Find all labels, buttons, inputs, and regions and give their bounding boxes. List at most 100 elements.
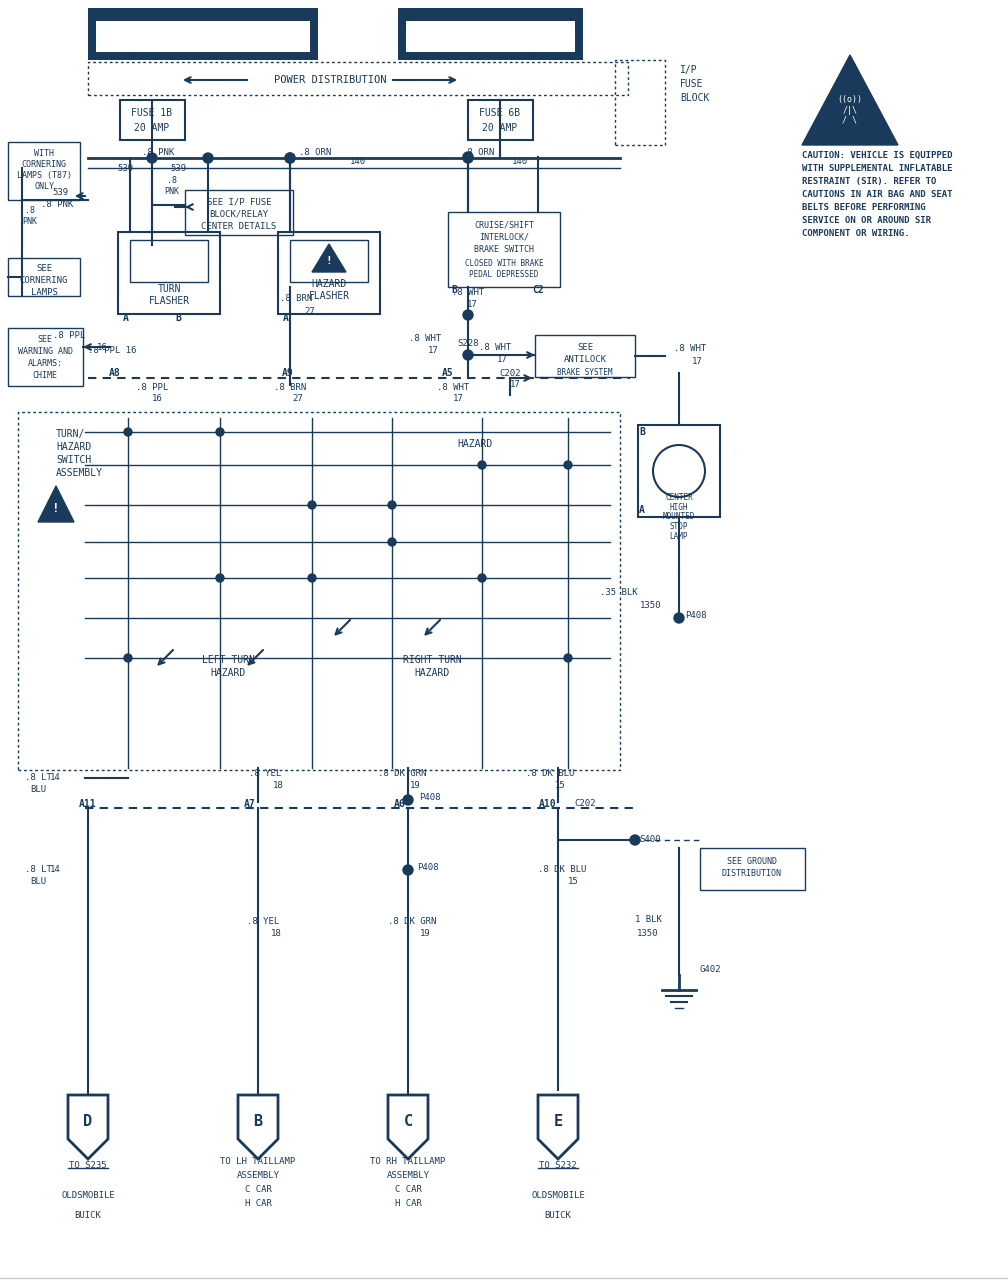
Text: .8 PNK: .8 PNK — [41, 200, 74, 209]
Circle shape — [124, 428, 132, 436]
Text: A11: A11 — [80, 799, 97, 809]
Text: .8 WHT: .8 WHT — [409, 333, 442, 342]
Text: A7: A7 — [244, 799, 256, 809]
Bar — [88, 15, 318, 21]
Text: HAZARD: HAZARD — [458, 438, 493, 449]
Text: HOT IN RUN, BULB TEST OR START: HOT IN RUN, BULB TEST OR START — [102, 33, 304, 44]
Text: C CAR: C CAR — [245, 1186, 271, 1195]
Text: B: B — [253, 1114, 262, 1128]
Text: SEE: SEE — [36, 264, 52, 273]
Bar — [310, 8, 318, 60]
Text: S228: S228 — [458, 338, 479, 347]
Bar — [398, 53, 583, 60]
Polygon shape — [38, 486, 74, 522]
Circle shape — [147, 153, 157, 163]
Polygon shape — [238, 1095, 278, 1159]
Text: 17: 17 — [691, 356, 703, 365]
Text: SWITCH: SWITCH — [56, 455, 92, 465]
Text: BRAKE SWITCH: BRAKE SWITCH — [474, 245, 534, 254]
Text: B: B — [639, 427, 645, 437]
Text: FUSE 1B: FUSE 1B — [131, 108, 172, 118]
Bar — [468, 100, 533, 140]
Text: .8 ORN: .8 ORN — [299, 147, 331, 156]
Circle shape — [308, 574, 316, 582]
Text: 140: 140 — [350, 156, 366, 165]
Bar — [398, 8, 406, 60]
Text: HAZARD: HAZARD — [56, 442, 92, 453]
Text: C CAR: C CAR — [394, 1186, 421, 1195]
Circle shape — [403, 795, 413, 805]
Text: I/P: I/P — [680, 65, 698, 76]
Text: LAMPS: LAMPS — [30, 287, 57, 296]
Circle shape — [463, 153, 473, 162]
Text: B: B — [175, 313, 181, 323]
Bar — [8, 258, 80, 296]
Bar — [700, 847, 805, 890]
Text: MOUNTED: MOUNTED — [663, 512, 696, 520]
Text: 539: 539 — [170, 164, 186, 173]
Text: WARNING AND: WARNING AND — [17, 346, 73, 355]
Text: CRUISE/SHIFT: CRUISE/SHIFT — [474, 221, 534, 229]
Text: .8 WHT: .8 WHT — [436, 382, 469, 391]
Text: FUSE: FUSE — [680, 79, 704, 88]
Text: SEE GROUND: SEE GROUND — [727, 856, 777, 865]
Text: .8 LT: .8 LT — [24, 865, 51, 874]
Text: 20 AMP: 20 AMP — [134, 123, 169, 133]
Text: C: C — [403, 1114, 412, 1128]
Polygon shape — [68, 1095, 108, 1159]
Text: ASSEMBLY: ASSEMBLY — [237, 1172, 279, 1181]
Bar — [185, 190, 293, 235]
Polygon shape — [802, 55, 898, 145]
Text: ASSEMBLY: ASSEMBLY — [56, 468, 103, 478]
Text: 17: 17 — [467, 300, 478, 309]
Circle shape — [630, 835, 640, 845]
Text: ((o))
/|\
/ \: ((o)) /|\ / \ — [838, 95, 863, 124]
Circle shape — [216, 574, 224, 582]
Text: ASSEMBLY: ASSEMBLY — [386, 1172, 429, 1181]
Text: !: ! — [326, 256, 333, 265]
Text: 17: 17 — [453, 394, 464, 403]
Text: TO RH TAILLAMP: TO RH TAILLAMP — [370, 1158, 446, 1167]
Text: CHIME: CHIME — [32, 370, 57, 379]
Text: 539: 539 — [117, 164, 133, 173]
Circle shape — [403, 865, 413, 876]
Text: .8: .8 — [25, 205, 35, 214]
Circle shape — [463, 350, 473, 360]
Text: STOP: STOP — [669, 522, 688, 531]
Text: A6: A6 — [394, 799, 406, 809]
Bar — [575, 8, 583, 60]
Text: C202: C202 — [575, 799, 596, 808]
Text: 16: 16 — [97, 342, 108, 351]
Text: .8 LT: .8 LT — [24, 773, 51, 782]
Text: .8 PPL: .8 PPL — [136, 382, 168, 391]
Text: HAZARD: HAZARD — [211, 668, 246, 678]
Polygon shape — [388, 1095, 428, 1159]
Text: 17: 17 — [497, 355, 507, 364]
Bar — [535, 335, 635, 377]
Bar — [130, 240, 208, 282]
Text: P408: P408 — [417, 864, 438, 873]
Text: FUSE 6B: FUSE 6B — [480, 108, 520, 118]
Text: C2: C2 — [532, 285, 544, 295]
Text: ALARMS:: ALARMS: — [27, 359, 62, 368]
Text: .8 DK BLU: .8 DK BLU — [526, 769, 575, 778]
Text: 17: 17 — [510, 379, 520, 388]
Text: RESTRAINT (SIR). REFER TO: RESTRAINT (SIR). REFER TO — [802, 177, 936, 186]
Text: CENTER: CENTER — [665, 492, 692, 501]
Text: 19: 19 — [419, 929, 430, 938]
Text: A8: A8 — [109, 368, 121, 378]
Bar — [120, 100, 185, 140]
Text: FLASHER: FLASHER — [148, 296, 190, 306]
Bar — [398, 8, 583, 15]
Text: 17: 17 — [427, 346, 438, 355]
Text: BRAKE SYSTEM: BRAKE SYSTEM — [557, 368, 613, 377]
Text: TURN/: TURN/ — [56, 429, 86, 438]
Text: ONLY: ONLY — [34, 182, 54, 191]
Text: SEE I/P FUSE: SEE I/P FUSE — [207, 197, 271, 206]
Circle shape — [124, 654, 132, 662]
Text: TO LH TAILLAMP: TO LH TAILLAMP — [221, 1158, 295, 1167]
Text: 1350: 1350 — [640, 600, 661, 609]
Text: 27: 27 — [292, 394, 303, 403]
Text: 27: 27 — [304, 306, 316, 315]
Text: HAZARD: HAZARD — [311, 279, 347, 288]
